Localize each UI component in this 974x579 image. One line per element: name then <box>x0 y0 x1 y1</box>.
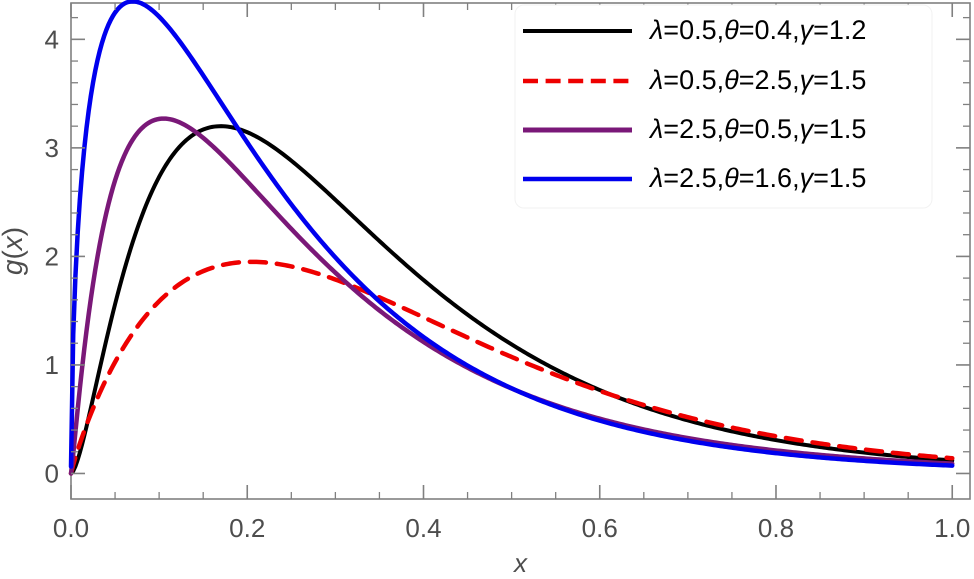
svg-text:0: 0 <box>45 458 59 488</box>
svg-text:λ=0.5,θ=0.4,γ=1.2: λ=0.5,θ=0.4,γ=1.2 <box>648 15 866 45</box>
svg-text:0.6: 0.6 <box>582 513 618 543</box>
svg-text:λ=0.5,θ=2.5,γ=1.5: λ=0.5,θ=2.5,γ=1.5 <box>648 65 866 95</box>
svg-text:0.0: 0.0 <box>53 513 89 543</box>
svg-text:2: 2 <box>45 241 59 271</box>
svg-text:1: 1 <box>45 350 59 380</box>
svg-text:0.2: 0.2 <box>229 513 265 543</box>
svg-text:λ=2.5,θ=1.6,γ=1.5: λ=2.5,θ=1.6,γ=1.5 <box>648 163 866 193</box>
svg-text:0.4: 0.4 <box>405 513 441 543</box>
svg-text:4: 4 <box>45 24 59 54</box>
svg-text:λ=2.5,θ=0.5,γ=1.5: λ=2.5,θ=0.5,γ=1.5 <box>648 114 866 144</box>
svg-text:0.8: 0.8 <box>758 513 794 543</box>
svg-text:3: 3 <box>45 133 59 163</box>
svg-text:g(x): g(x) <box>0 227 28 275</box>
svg-text:x: x <box>512 548 528 578</box>
svg-text:1.0: 1.0 <box>934 513 970 543</box>
